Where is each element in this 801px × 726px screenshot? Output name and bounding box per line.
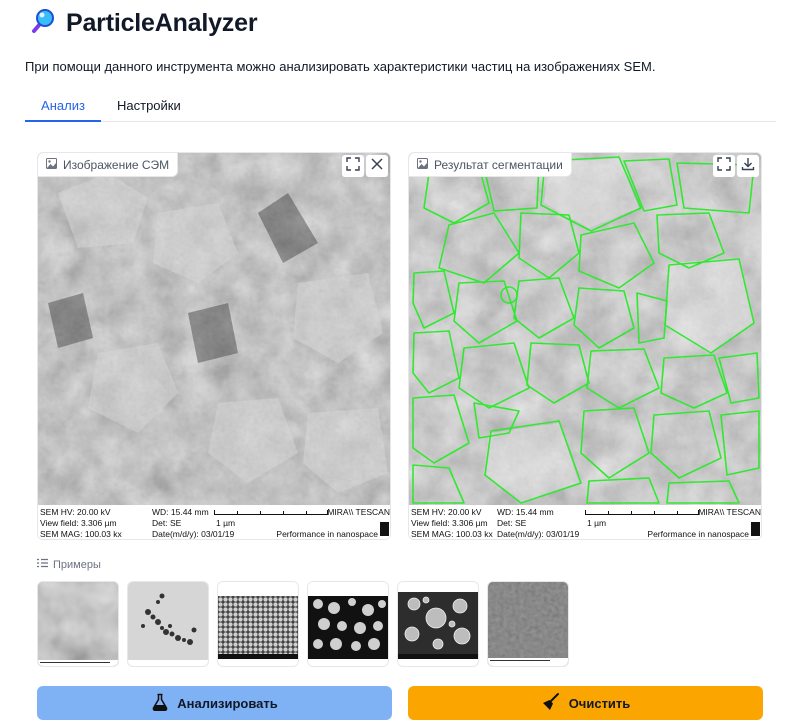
sem-info-bar: SEM HV: 20.00 kV View field: 3.306 µm SE… xyxy=(409,505,761,539)
download-button[interactable] xyxy=(737,155,759,177)
sem-image xyxy=(38,153,390,505)
sem-det: Det: SE xyxy=(497,518,527,528)
sem-image-label-text: Изображение СЭМ xyxy=(63,157,170,172)
sem-image-label: Изображение СЭМ xyxy=(38,153,179,177)
sem-date: Date(m/d/y): 03/01/19 xyxy=(497,529,580,539)
analyze-button-label: Анализировать xyxy=(177,695,278,711)
tab-analysis[interactable]: Анализ xyxy=(25,92,101,122)
segmentation-label: Результат сегментации xyxy=(409,153,572,177)
tescan-logo xyxy=(380,522,389,536)
sem-scale: 1 µm xyxy=(216,518,236,528)
close-button[interactable] xyxy=(366,155,388,177)
sem-mag: SEM MAG: 100.03 kx xyxy=(40,529,122,539)
sem-wd: WD: 15.44 mm xyxy=(152,507,209,517)
example-image xyxy=(398,582,478,666)
clear-button-label: Очистить xyxy=(568,695,631,711)
app-description: При помощи данного инструмента можно ана… xyxy=(25,59,656,74)
app-header: ParticleAnalyzer xyxy=(30,6,258,40)
example-thumbnail-3[interactable] xyxy=(217,581,299,667)
sem-hv: SEM HV: 20.00 kV xyxy=(411,507,482,517)
fullscreen-button[interactable] xyxy=(342,155,364,177)
segmentation-label-text: Результат сегментации xyxy=(434,157,563,172)
tab-bar: Анализ Настройки xyxy=(25,92,776,122)
list-icon xyxy=(37,558,48,571)
image-icon xyxy=(46,157,57,172)
fullscreen-button[interactable] xyxy=(713,155,735,177)
app-title: ParticleAnalyzer xyxy=(66,8,258,37)
example-thumbnail-4[interactable] xyxy=(307,581,389,667)
example-thumbnail-6[interactable] xyxy=(487,581,569,667)
example-thumbnail-2[interactable] xyxy=(127,581,209,667)
scale-bar xyxy=(214,510,328,515)
example-image xyxy=(38,582,118,666)
sem-mag: SEM MAG: 100.03 kx xyxy=(411,529,493,539)
example-image xyxy=(218,582,298,666)
close-icon xyxy=(370,157,384,176)
sem-scale: 1 µm xyxy=(587,518,607,528)
tescan-logo xyxy=(751,522,760,536)
segmentation-image xyxy=(409,153,761,505)
clear-button[interactable]: Очистить xyxy=(408,686,763,720)
sem-wd: WD: 15.44 mm xyxy=(497,507,554,517)
image-icon xyxy=(417,157,428,172)
example-image xyxy=(128,582,208,666)
scale-bar xyxy=(585,510,699,515)
sem-brand: MIRA\\ TESCAN xyxy=(327,507,390,517)
sem-info-bar: SEM HV: 20.00 kV View field: 3.306 µm SE… xyxy=(38,505,390,539)
sem-slogan: Performance in nanospace xyxy=(276,529,378,539)
sem-hv: SEM HV: 20.00 kV xyxy=(40,507,111,517)
examples-header: Примеры xyxy=(37,558,101,571)
fullscreen-icon xyxy=(717,156,731,176)
tab-settings[interactable]: Настройки xyxy=(117,98,181,113)
magnifier-icon xyxy=(30,8,56,39)
analyze-button[interactable]: Анализировать xyxy=(37,686,392,720)
sem-view-field: View field: 3.306 µm xyxy=(411,518,488,528)
examples-label: Примеры xyxy=(53,558,101,571)
fullscreen-icon xyxy=(346,156,360,176)
sem-det: Det: SE xyxy=(152,518,182,528)
example-thumbnail-5[interactable] xyxy=(397,581,479,667)
download-icon xyxy=(741,157,755,176)
example-thumbnail-1[interactable] xyxy=(37,581,119,667)
example-image xyxy=(488,582,568,666)
sem-slogan: Performance in nanospace xyxy=(647,529,749,539)
sem-view-field: View field: 3.306 µm xyxy=(40,518,117,528)
sem-image-panel: Изображение СЭМ xyxy=(37,152,391,540)
segmentation-panel: Результат сегментации xyxy=(408,152,762,540)
flask-icon xyxy=(151,693,169,714)
broom-icon xyxy=(541,692,561,715)
sem-date: Date(m/d/y): 03/01/19 xyxy=(152,529,235,539)
example-image xyxy=(308,582,388,666)
sem-brand: MIRA\\ TESCAN xyxy=(698,507,761,517)
